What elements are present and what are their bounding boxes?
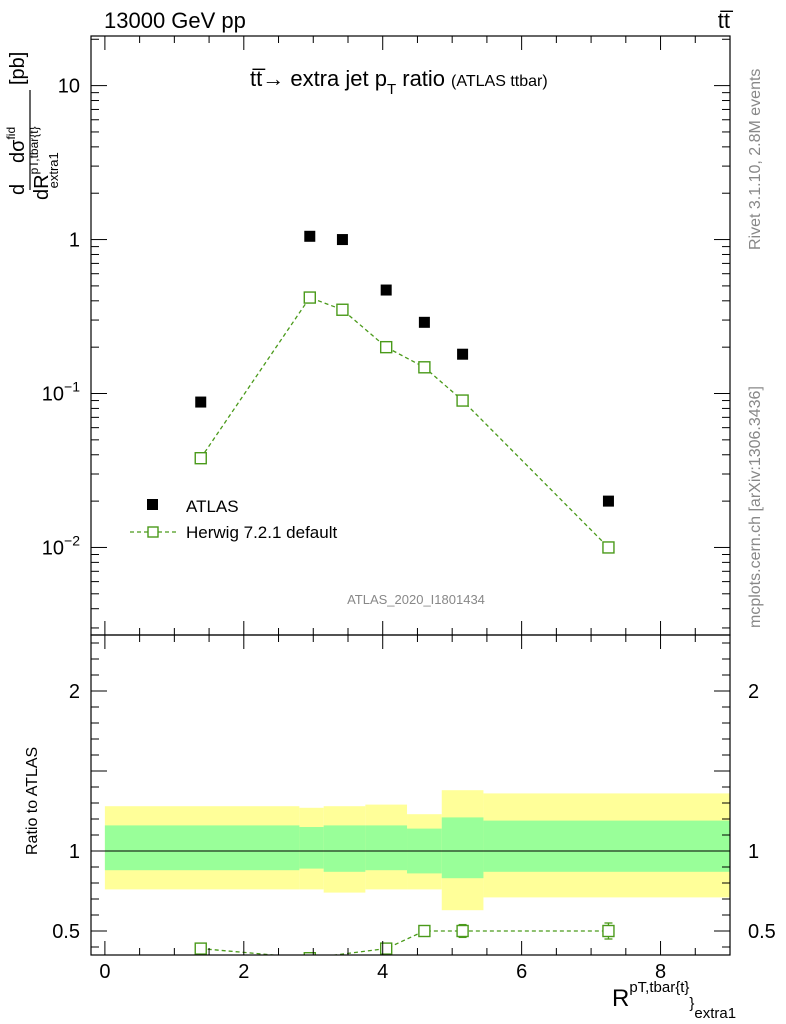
main-panel-frame — [90, 35, 731, 636]
ratio-herwig-polyline — [200, 930, 609, 955]
y-axis-label-den-sub: extra1 — [46, 152, 61, 188]
y-tick-label: 10−2 — [42, 532, 80, 559]
y-axis-label-num-sup: fid — [4, 127, 18, 140]
x-tick-label: 2 — [238, 961, 249, 983]
atlas-points — [195, 230, 614, 507]
ratio-inner-band — [365, 825, 408, 871]
ratio-panel-frame — [90, 634, 731, 956]
atlas-point — [304, 230, 316, 242]
herwig-point — [418, 361, 431, 374]
plot-title-subscript: T — [387, 81, 396, 98]
herwig-point — [194, 451, 207, 465]
x-tick-labels: 0 2 4 6 8 — [99, 961, 666, 983]
main-panel-ticks — [91, 36, 731, 635]
herwig-point — [336, 303, 349, 316]
y-axis-label-denominator: dRpT,tbar{t} extra1 — [27, 126, 61, 200]
y-axis-label-unit: [pb] — [7, 52, 29, 85]
ratio-y-tick-label-right: 1 — [748, 841, 759, 863]
ratio-inner-band — [323, 825, 366, 872]
herwig-line — [200, 296, 609, 548]
legend-atlas-marker — [147, 499, 158, 510]
ratio-y-tick-label-right: 0.5 — [748, 921, 776, 943]
plot-title-main: tt̅→ extra jet p — [250, 66, 387, 91]
atlas-point — [418, 316, 430, 328]
plot-title: tt̅→ extra jet pT ratio (ATLAS ttbar) — [250, 66, 548, 98]
herwig-polyline — [200, 296, 609, 548]
ratio-y-tick-label-right: 2 — [748, 681, 759, 703]
atlas-point — [380, 284, 392, 296]
energy-label: 13000 GeV pp — [104, 8, 246, 33]
plot-title-small: (ATLAS ttbar) — [451, 73, 548, 90]
ratio-herwig-group — [194, 922, 615, 955]
analysis-watermark: ATLAS_2020_I1801434 — [347, 592, 485, 607]
x-axis-label: RpT,tbar{t}}extra1 — [612, 979, 736, 1022]
ratio-herwig-point — [418, 924, 431, 938]
x-tick-label: 0 — [99, 961, 110, 983]
y-axis-label: d dσfid dRpT,tbar{t} extra1 [pb] — [4, 52, 61, 200]
ratio-y-axis-label: Ratio to ATLAS — [24, 747, 41, 855]
ratio-inner-band — [441, 817, 484, 879]
herwig-point — [303, 291, 316, 304]
atlas-point — [336, 234, 348, 246]
herwig-point — [456, 394, 469, 407]
ratio-inner-band — [483, 820, 730, 872]
x-axis-label-sup: pT,tbar{t} — [629, 979, 689, 996]
rivet-version-label: Rivet 3.1.10, 2.8M events — [747, 69, 764, 250]
process-label: tt̅ — [718, 8, 734, 33]
y-tick-labels: 10 1 10−1 10−2 — [42, 76, 80, 560]
x-tick-label: 6 — [516, 961, 527, 983]
atlas-point — [457, 348, 469, 360]
legend-herwig-label: Herwig 7.2.1 default — [186, 523, 337, 542]
x-tick-label: 8 — [655, 961, 666, 983]
ratio-panel: 0.5 0.5 1 1 2 2 0 2 4 6 8 Ratio to ATLAS RpT,tbar… — [24, 634, 776, 1022]
y-axis-label-numerator: dσfid — [4, 127, 29, 163]
herwig-points — [194, 291, 615, 554]
legend: ATLAS Herwig 7.2.1 default — [130, 497, 337, 542]
legend-herwig-marker — [147, 526, 159, 538]
ratio-panel-ticks — [91, 635, 731, 955]
plot-title-rest: ratio — [396, 66, 445, 91]
ratio-herwig-point — [602, 924, 615, 938]
y-tick-label: 1 — [69, 230, 80, 252]
y-axis-label-den-sup: pT,tbar{t} — [27, 126, 41, 174]
atlas-point — [195, 396, 207, 408]
ratio-y-tick-label: 0.5 — [52, 921, 80, 943]
ratio-herwig-point — [379, 942, 393, 955]
y-axis-label-num: dσ — [7, 139, 29, 163]
ratio-herwig-point — [456, 924, 469, 938]
main-panel: 10 1 10−1 10−2 tt̅→ extra jet pT ratio (ATLA… — [4, 35, 731, 636]
y-axis-label-den: dR — [31, 174, 53, 200]
x-axis-label-brace: } — [689, 995, 694, 1012]
atlas-point — [602, 495, 614, 507]
ratio-inner-band — [299, 827, 324, 869]
x-tick-label: 4 — [377, 961, 388, 983]
y-tick-label: 10−1 — [42, 379, 80, 406]
herwig-point — [602, 541, 615, 554]
ratio-herwig — [194, 922, 615, 955]
herwig-point — [379, 340, 393, 354]
ratio-y-tick-labels: 0.5 0.5 1 1 2 2 — [52, 681, 776, 943]
ratio-herwig-point — [194, 942, 207, 955]
ratio-y-tick-label: 1 — [69, 841, 80, 863]
ratio-inner-band — [104, 825, 300, 871]
y-axis-label-d: d — [7, 184, 29, 195]
ratio-y-tick-label: 2 — [69, 681, 80, 703]
ratio-uncertainty-bands — [104, 790, 730, 911]
y-tick-label: 10 — [58, 76, 80, 98]
x-axis-label-sub: extra1 — [694, 1005, 736, 1022]
mcplots-label: mcplots.cern.ch [arXiv:1306.3436] — [747, 386, 764, 628]
x-axis-label-main: R — [612, 985, 629, 1012]
legend-atlas-label: ATLAS — [186, 497, 239, 516]
ratio-herwig-point — [303, 952, 316, 955]
